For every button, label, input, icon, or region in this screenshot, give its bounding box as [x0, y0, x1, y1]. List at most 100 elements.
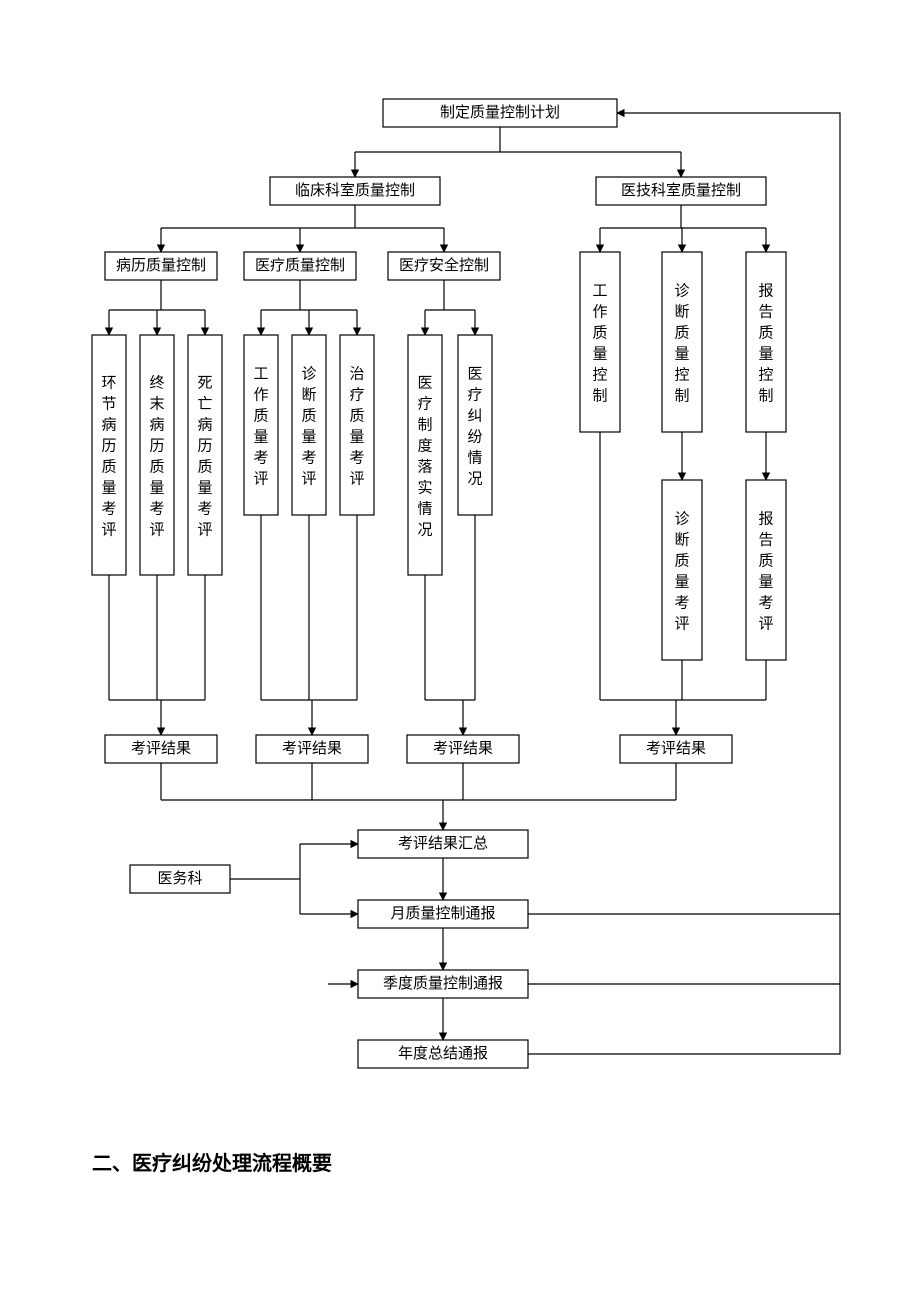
node-label: 质	[197, 459, 212, 476]
node-label: 报	[758, 283, 773, 300]
node-label: 考	[149, 501, 164, 518]
node-label: 制	[592, 388, 607, 405]
node-leaf1	[92, 335, 126, 575]
node-label: 质	[301, 408, 316, 425]
node-label: 评	[349, 471, 364, 488]
node-label: 况	[417, 522, 432, 539]
node-label: 纠	[467, 409, 482, 425]
node-label: 量	[101, 481, 116, 497]
node-label: 考评结果	[282, 740, 342, 757]
node-label: 制	[758, 388, 773, 405]
node-label: 医务科	[157, 870, 202, 887]
node-label: 作	[592, 304, 607, 321]
node-label: 况	[467, 471, 482, 488]
node-label: 病	[149, 417, 164, 434]
node-label: 控	[674, 367, 689, 384]
node-diag_eval	[662, 480, 702, 660]
node-label: 质	[101, 459, 116, 476]
node-label: 考	[197, 501, 212, 518]
node-label: 历	[149, 438, 164, 455]
node-label: 作	[253, 387, 268, 404]
node-label: 病历质量控制	[116, 257, 206, 274]
node-label: 断	[674, 532, 689, 549]
node-label: 历	[101, 438, 116, 455]
node-label: 考评结果	[433, 740, 493, 757]
node-label: 实	[417, 480, 432, 497]
node-label: 质	[349, 408, 364, 425]
node-leaf7	[408, 335, 442, 575]
node-label: 诊	[674, 511, 689, 528]
node-label: 评	[101, 522, 116, 539]
node-label: 质	[758, 553, 773, 570]
node-label: 疗	[349, 387, 364, 404]
node-label: 末	[149, 396, 164, 413]
node-label: 考	[758, 595, 773, 612]
node-label: 季度质量控制通报	[383, 975, 503, 992]
node-label: 考	[253, 450, 268, 467]
node-label: 制定质量控制计划	[440, 104, 560, 121]
node-label: 质	[253, 408, 268, 425]
node-label: 情	[467, 450, 482, 467]
node-label: 评	[149, 522, 164, 539]
node-label: 断	[301, 387, 316, 404]
node-label: 年度总结通报	[398, 1045, 488, 1062]
node-label: 评	[197, 522, 212, 539]
node-label: 终	[149, 375, 164, 392]
node-label: 考评结果	[646, 740, 706, 757]
node-label: 断	[674, 304, 689, 321]
node-label: 历	[197, 438, 212, 455]
node-label: 量	[253, 430, 268, 446]
node-rep_eval	[746, 480, 786, 660]
node-label: 质	[149, 459, 164, 476]
node-label: 质	[674, 325, 689, 342]
node-label: 诊	[301, 366, 316, 383]
flowchart: 制定质量控制计划临床科室质量控制医技科室质量控制病历质量控制医疗质量控制医疗安全…	[0, 0, 920, 1302]
node-label: 疗	[417, 396, 432, 413]
node-label: 控	[592, 367, 607, 384]
node-label: 考评结果	[131, 740, 191, 757]
node-rep_ctrl	[746, 252, 786, 432]
node-label: 亡	[197, 396, 212, 413]
node-leaf6	[340, 335, 374, 515]
node-label: 临床科室质量控制	[295, 182, 415, 199]
node-label: 评	[301, 471, 316, 488]
node-label: 节	[101, 396, 116, 413]
node-label: 工	[592, 284, 607, 300]
node-label: 工	[253, 367, 268, 383]
section-heading: 二、医疗纠纷处理流程概要	[92, 1151, 332, 1175]
node-label: 量	[674, 347, 689, 363]
node-label: 考	[101, 501, 116, 518]
node-label: 落	[417, 459, 432, 476]
node-label: 度	[417, 438, 432, 455]
node-label: 评	[253, 471, 268, 488]
node-label: 量	[674, 575, 689, 591]
node-label: 质	[674, 553, 689, 570]
node-label: 疗	[467, 387, 482, 404]
node-label: 评	[674, 616, 689, 633]
node-label: 量	[149, 481, 164, 497]
node-label: 环	[101, 376, 116, 392]
node-label: 质	[592, 325, 607, 342]
node-label: 病	[197, 417, 212, 434]
node-leaf2	[140, 335, 174, 575]
node-label: 月质量控制通报	[390, 905, 495, 922]
node-label: 量	[758, 575, 773, 591]
node-label: 制	[417, 417, 432, 434]
node-label: 诊	[674, 283, 689, 300]
node-label: 量	[301, 430, 316, 446]
node-label: 纷	[467, 429, 482, 446]
node-label: 病	[101, 417, 116, 434]
node-label: 质	[758, 325, 773, 342]
node-leaf3	[188, 335, 222, 575]
node-label: 考	[349, 450, 364, 467]
node-label: 医技科室质量控制	[621, 182, 741, 199]
node-label: 医	[467, 367, 482, 383]
node-label: 告	[758, 532, 773, 549]
node-label: 考	[674, 595, 689, 612]
node-diag_ctrl	[662, 252, 702, 432]
node-label: 考评结果汇总	[398, 835, 488, 852]
node-label: 量	[197, 481, 212, 497]
node-label: 情	[417, 501, 432, 518]
node-leaf4	[244, 335, 278, 515]
node-label: 量	[758, 347, 773, 363]
